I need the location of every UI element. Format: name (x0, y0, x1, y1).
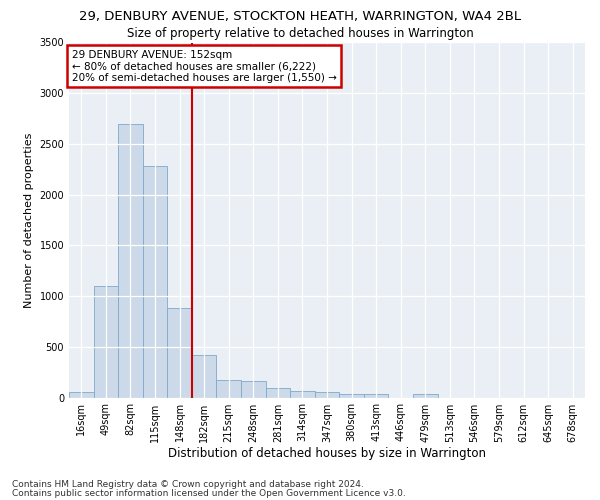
X-axis label: Distribution of detached houses by size in Warrington: Distribution of detached houses by size … (168, 448, 486, 460)
Bar (167, 308, 192, 398)
Text: Contains public sector information licensed under the Open Government Licence v3: Contains public sector information licen… (12, 489, 406, 498)
Bar (94, 286, 118, 398)
Text: 29, DENBURY AVENUE, STOCKTON HEATH, WARRINGTON, WA4 2BL: 29, DENBURY AVENUE, STOCKTON HEATH, WARR… (79, 10, 521, 23)
Y-axis label: Number of detached properties: Number of detached properties (24, 132, 34, 308)
Bar (413, 394, 437, 398)
Bar (339, 394, 364, 398)
Bar (217, 380, 241, 398)
Text: 29 DENBURY AVENUE: 152sqm
← 80% of detached houses are smaller (6,222)
20% of se: 29 DENBURY AVENUE: 152sqm ← 80% of detac… (71, 50, 337, 83)
Bar (118, 124, 143, 398)
Bar (192, 356, 217, 398)
Bar (143, 166, 167, 398)
Text: Size of property relative to detached houses in Warrington: Size of property relative to detached ho… (127, 28, 473, 40)
Text: Contains HM Land Registry data © Crown copyright and database right 2024.: Contains HM Land Registry data © Crown c… (12, 480, 364, 489)
Bar (364, 394, 388, 398)
Bar (290, 392, 315, 398)
Bar (241, 381, 266, 398)
Bar (266, 388, 290, 398)
Bar (315, 392, 339, 398)
Bar (69, 392, 94, 398)
